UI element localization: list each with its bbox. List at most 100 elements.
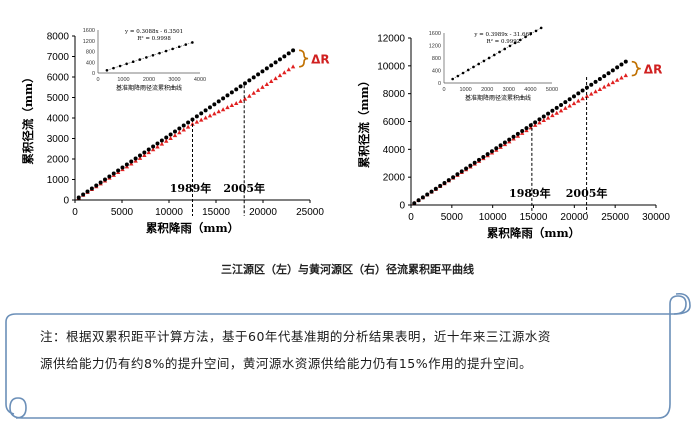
red-triangle-point (150, 147, 156, 152)
red-triangle-point (225, 105, 230, 110)
red-triangle-point (234, 100, 239, 105)
inset-point (456, 74, 460, 78)
black-circle-point (494, 146, 499, 151)
inset-point (487, 56, 491, 60)
black-circle-point (124, 162, 129, 167)
inset-x-tick-label: 4000 (524, 87, 536, 93)
red-triangle-point (164, 138, 169, 143)
red-triangle-point (137, 155, 143, 160)
black-circle-point (129, 159, 134, 164)
red-triangle-point (619, 75, 624, 80)
year-label: 1989年 (509, 186, 551, 200)
red-triangle-point (229, 103, 235, 108)
red-triangle-point (247, 93, 252, 98)
red-triangle-point (286, 67, 291, 72)
black-circle-point (593, 79, 598, 84)
black-circle-point (498, 143, 503, 148)
y-tick-label: 0 (63, 196, 69, 207)
inset-point (171, 47, 174, 51)
x-tick-label: 15000 (520, 212, 548, 223)
red-triangle-point (155, 144, 160, 149)
y-tick-label: 3000 (47, 134, 70, 145)
inset-r-squared: R² = 0.9992 (487, 38, 521, 45)
inset-y-tick-label: 1600 (83, 28, 95, 34)
inset-point (177, 45, 181, 49)
chart-left: 0 5000 10000 15000 20000 25000010002000300040… (21, 28, 330, 235)
black-circle-point (615, 65, 620, 70)
black-circle-point (559, 102, 564, 107)
black-circle-point (242, 81, 247, 86)
red-triangle-point (251, 90, 256, 95)
black-circle-point (455, 172, 460, 177)
black-circle-point (107, 174, 112, 179)
black-circle-point (177, 126, 182, 131)
year-label: 1989年 (170, 181, 212, 195)
black-circle-point (155, 141, 160, 146)
black-circle-point (537, 117, 542, 122)
red-triangle-point (554, 110, 559, 115)
black-circle-point (229, 90, 234, 95)
black-circle-point (164, 135, 169, 140)
y-tick-label: 10000 (377, 61, 405, 72)
red-triangle-point (563, 105, 568, 110)
black-circle-point (168, 132, 173, 137)
inset-point (534, 29, 538, 33)
black-circle-point (264, 66, 269, 71)
x-tick-label: 30000 (642, 212, 670, 223)
red-triangle-point (576, 98, 581, 103)
black-circle-point (524, 126, 529, 131)
inset-x-label: 基准期降雨径流累积曲线 (116, 84, 182, 92)
y-tick-label: 6000 (383, 117, 406, 128)
black-circle-point (203, 108, 208, 113)
black-circle-point (216, 99, 221, 104)
red-triangle-point (269, 79, 274, 84)
black-circle-point (597, 76, 602, 81)
scroll-right-curl (673, 292, 691, 315)
inset-point (105, 68, 109, 72)
inset-point (138, 58, 142, 61)
note-text: 注：根据双累积距平计算方法，基于60年代基准期的分析结果表明，近十年来三江源水资… (40, 323, 660, 377)
black-circle-point (212, 102, 217, 107)
black-circle-point (606, 71, 611, 76)
black-circle-point (142, 150, 147, 155)
red-triangle-point (172, 133, 178, 138)
scroll-outline (9, 295, 687, 419)
black-circle-point (221, 96, 226, 101)
delta-r-label: ΔR (644, 63, 663, 77)
black-circle-point (291, 48, 296, 53)
black-circle-point (137, 153, 142, 158)
black-circle-point (446, 178, 451, 183)
black-circle-point (116, 168, 121, 173)
red-triangle-point (273, 76, 278, 81)
black-circle-point (589, 82, 594, 87)
black-circle-point (151, 144, 156, 149)
black-circle-point (120, 165, 125, 170)
inset-x-tick-label: 3000 (168, 77, 180, 83)
red-triangle-point (199, 117, 204, 122)
black-circle-point (602, 74, 607, 79)
red-triangle-point (532, 122, 538, 127)
inset-point (508, 44, 512, 48)
red-triangle-point (168, 135, 173, 140)
year-label: 2005年 (566, 186, 608, 200)
black-circle-point (133, 156, 138, 161)
red-triangle-point (190, 121, 195, 126)
x-tick-label: 0 (72, 207, 78, 218)
red-triangle-point (580, 96, 585, 101)
x-tick-label: 20000 (560, 212, 588, 223)
y-tick-label: 4000 (383, 145, 406, 156)
black-circle-point (511, 134, 516, 139)
black-circle-point (464, 166, 469, 171)
black-circle-point (225, 93, 230, 98)
x-tick-label: 5000 (111, 207, 134, 218)
red-triangle-point (159, 141, 165, 146)
black-circle-point (520, 128, 525, 133)
red-triangle-point (142, 152, 147, 157)
x-tick-label: 10000 (155, 207, 183, 218)
red-triangle-point (537, 120, 542, 125)
scroll-banner (5, 292, 691, 419)
black-circle-point (94, 183, 99, 188)
black-circle-point (468, 163, 473, 168)
black-circle-point (567, 97, 572, 102)
inset-point (461, 71, 465, 75)
